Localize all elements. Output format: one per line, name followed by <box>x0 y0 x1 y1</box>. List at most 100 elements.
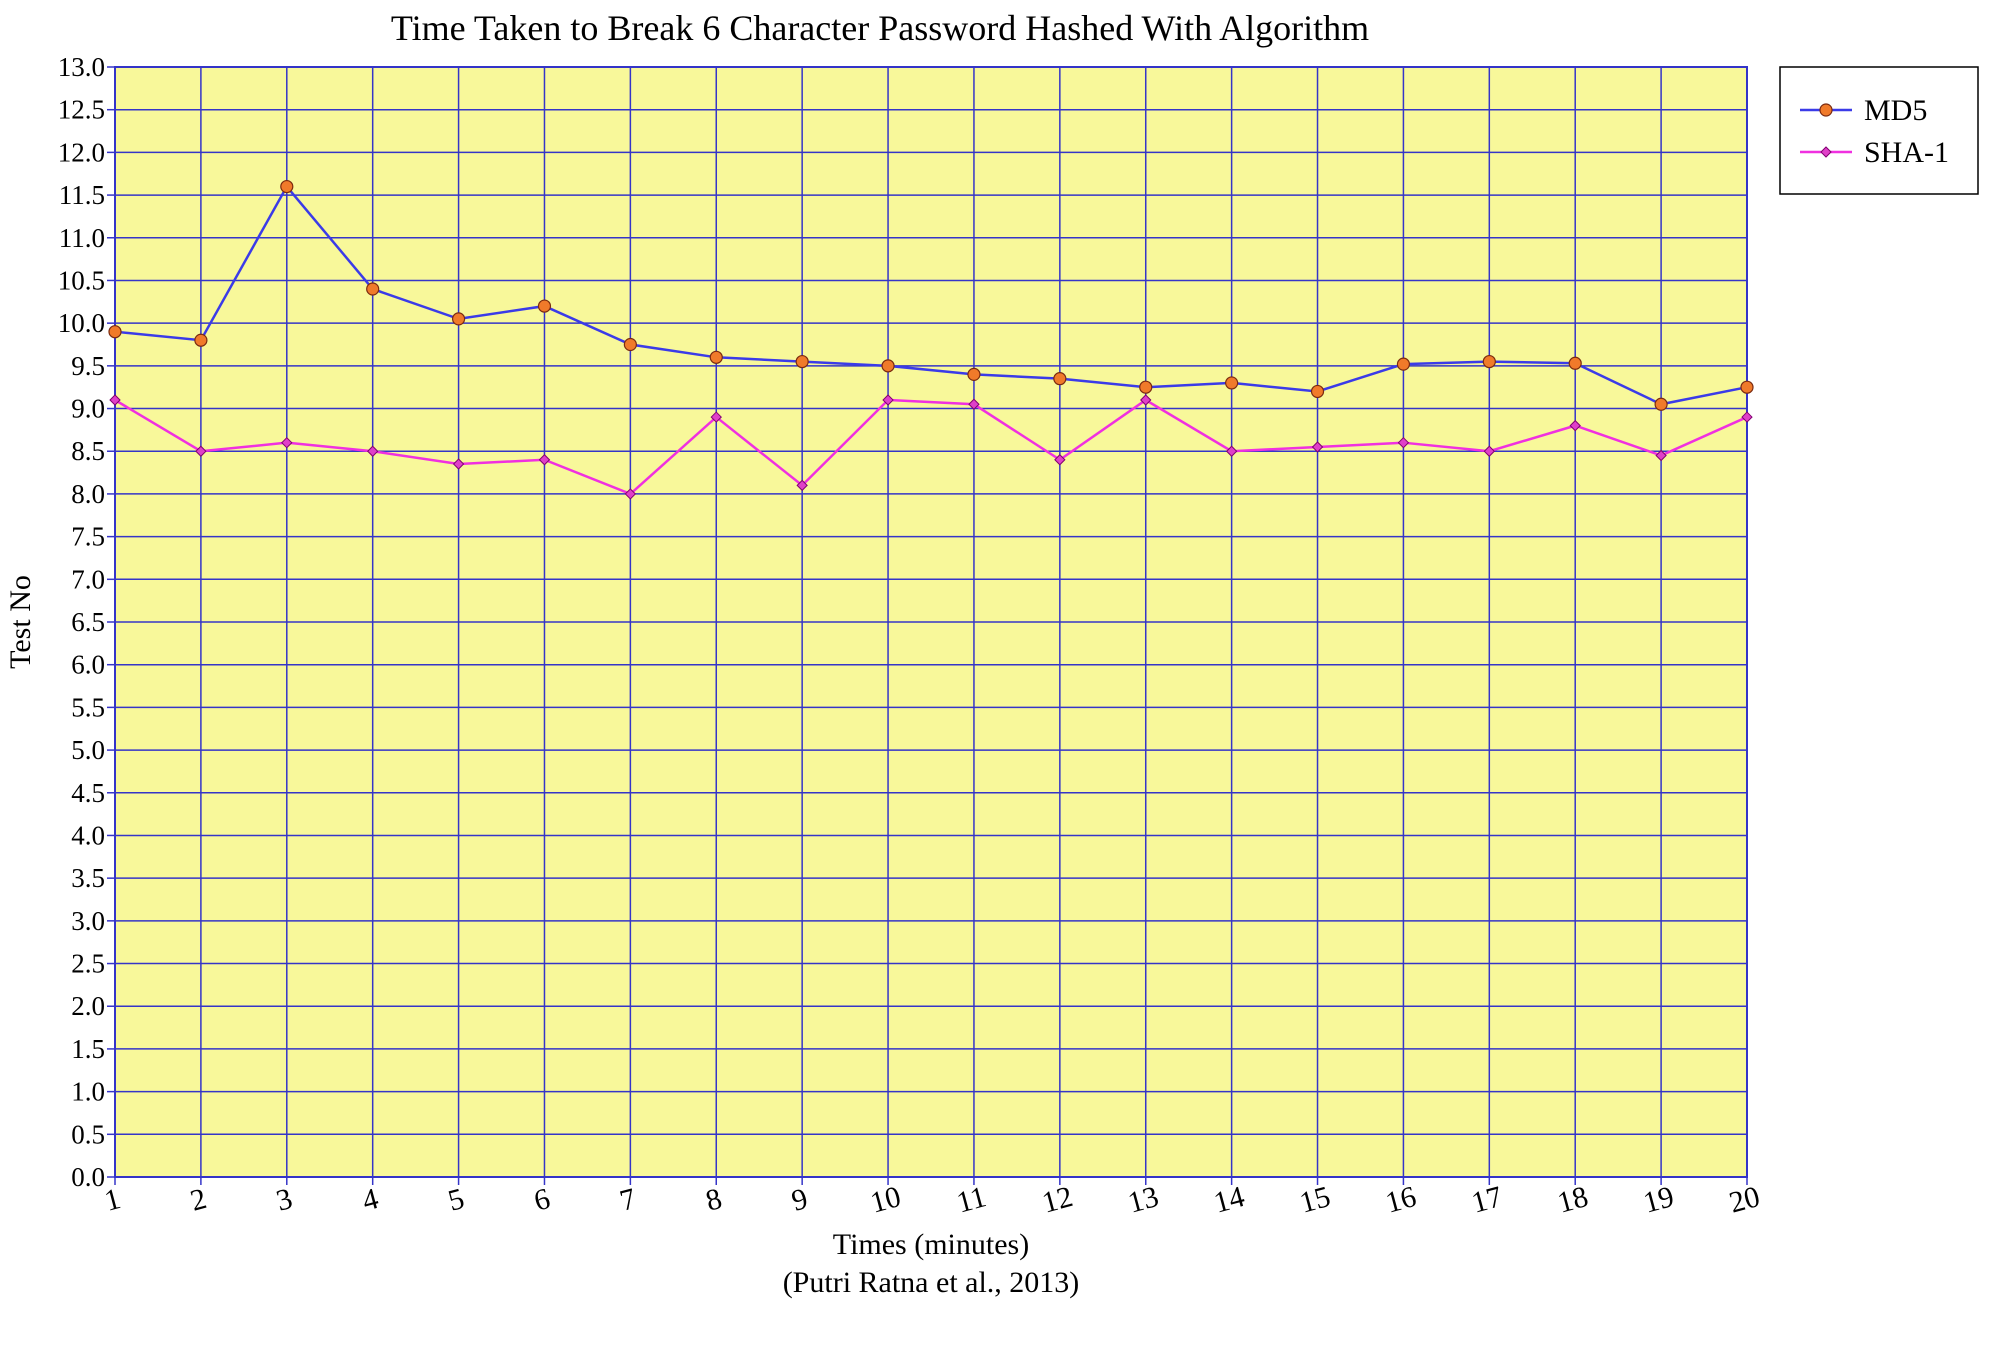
y-tick-label: 10.5 <box>58 265 105 295</box>
data-point <box>1654 397 1668 411</box>
legend: MD5 SHA-1 <box>1779 66 1979 195</box>
data-point <box>623 337 637 352</box>
data-point <box>366 445 379 457</box>
y-tick-label: 6.5 <box>71 607 105 637</box>
y-axis-title: Test No <box>4 575 37 669</box>
y-tick-label: 12.0 <box>58 137 105 167</box>
y-tick-label: 9.5 <box>71 351 105 381</box>
y-tick-label: 1.5 <box>71 1034 105 1064</box>
data-point <box>882 394 894 406</box>
data-point <box>1568 356 1582 370</box>
x-tick-label: 7 <box>616 1182 639 1218</box>
x-tick-label: 6 <box>530 1182 553 1218</box>
data-point <box>624 488 637 500</box>
data-point <box>1655 449 1667 462</box>
x-tick-label: 10 <box>867 1180 905 1220</box>
y-tick-label: 11.0 <box>59 223 105 253</box>
x-tick-label: 17 <box>1468 1180 1506 1220</box>
data-point <box>108 325 122 339</box>
y-tick-label: 8.0 <box>71 479 105 509</box>
x-tick-label: 19 <box>1640 1180 1678 1220</box>
y-tick-label: 9.0 <box>71 394 105 424</box>
x-axis-ticks: 1 2 3 4 5 6 7 8 9 10 11 12 13 14 15 16 17 18 19 20 <box>101 1180 1763 1220</box>
data-point <box>1139 380 1153 394</box>
x-tick-label: 4 <box>359 1182 382 1218</box>
x-axis-title: Times (minutes) <box>833 1228 1029 1261</box>
legend-box <box>1779 66 1979 195</box>
series-line <box>114 398 1748 496</box>
series-line <box>114 184 1748 406</box>
y-tick-label: 2.5 <box>71 949 105 979</box>
data-point <box>1054 454 1066 466</box>
data-point <box>1397 436 1410 449</box>
y-tick-label: 3.0 <box>71 906 105 936</box>
y-tick-label: 7.0 <box>71 564 105 594</box>
data-point <box>1311 441 1324 453</box>
x-tick-label: 1 <box>101 1182 124 1218</box>
data-point <box>1741 411 1753 423</box>
data-point <box>1740 380 1754 394</box>
legend-marker <box>1820 146 1832 158</box>
y-tick-label: 4.5 <box>71 778 105 808</box>
data-point <box>796 479 808 492</box>
x-tick-label: 5 <box>445 1182 468 1218</box>
x-tick-label: 11 <box>953 1180 989 1219</box>
chart-title: Time Taken to Break 6 Character Password… <box>391 8 1369 48</box>
x-tick-label: 12 <box>1039 1180 1077 1220</box>
legend-label: SHA-1 <box>1864 136 1949 169</box>
data-point <box>280 179 294 194</box>
y-tick-label: 6.0 <box>71 650 105 680</box>
data-point <box>1225 445 1238 457</box>
series-layer <box>108 179 1754 500</box>
data-point <box>194 333 208 347</box>
y-tick-label: 10.0 <box>58 308 105 338</box>
y-tick-label: 0.0 <box>71 1162 105 1192</box>
source-citation: (Putri Ratna et al., 2013) <box>783 1266 1080 1299</box>
x-tick-label: 2 <box>187 1182 210 1218</box>
data-point <box>968 398 980 410</box>
legend-items: MD5 SHA-1 <box>1800 94 1949 169</box>
x-tick-label: 9 <box>788 1182 811 1218</box>
x-tick-label: 18 <box>1554 1180 1592 1220</box>
data-point <box>195 445 207 457</box>
data-point <box>281 436 293 449</box>
y-tick-label: 3.5 <box>71 863 105 893</box>
x-tick-label: 13 <box>1125 1180 1163 1220</box>
y-tick-label: 8.5 <box>71 436 105 466</box>
data-point <box>538 454 551 466</box>
y-tick-label: 5.5 <box>71 692 105 722</box>
y-tick-label: 12.5 <box>58 95 105 125</box>
data-point <box>1569 419 1581 432</box>
data-point <box>1140 394 1152 406</box>
data-point <box>881 359 895 373</box>
legend-label: MD5 <box>1864 94 1927 127</box>
data-point <box>709 350 723 364</box>
legend-marker <box>1819 103 1833 117</box>
data-point <box>1483 445 1496 457</box>
data-point <box>451 312 466 326</box>
data-point <box>1396 357 1411 371</box>
x-tick-label: 3 <box>273 1182 296 1218</box>
x-tick-label: 16 <box>1382 1180 1420 1220</box>
x-tick-label: 14 <box>1210 1180 1248 1220</box>
data-point <box>1310 384 1325 399</box>
data-point <box>366 282 380 296</box>
data-point <box>109 394 121 406</box>
y-tick-label: 4.0 <box>71 820 105 850</box>
data-point <box>795 354 809 369</box>
y-tick-label: 13.0 <box>58 52 105 82</box>
y-tick-label: 1.0 <box>71 1077 105 1107</box>
x-tick-label: 20 <box>1726 1180 1764 1220</box>
data-point <box>537 299 552 313</box>
data-point <box>1053 372 1067 386</box>
data-point <box>967 367 981 381</box>
y-tick-label: 5.0 <box>71 735 105 765</box>
data-point <box>1225 376 1239 390</box>
grid <box>107 66 1748 1185</box>
y-tick-label: 2.0 <box>71 991 105 1021</box>
x-tick-label: 15 <box>1296 1180 1334 1220</box>
y-tick-label: 11.5 <box>59 180 105 210</box>
data-point <box>710 411 722 423</box>
data-point <box>1482 354 1496 369</box>
